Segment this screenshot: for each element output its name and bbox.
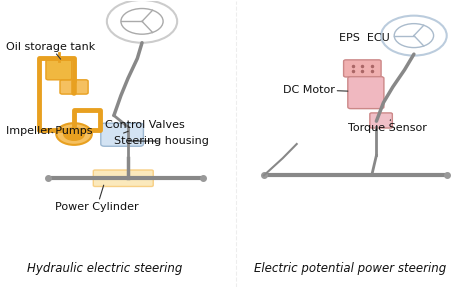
FancyBboxPatch shape (344, 60, 381, 77)
FancyBboxPatch shape (46, 60, 72, 80)
FancyBboxPatch shape (348, 77, 384, 109)
Circle shape (56, 123, 92, 145)
Text: Torque Sensor: Torque Sensor (348, 120, 427, 133)
FancyBboxPatch shape (60, 80, 88, 94)
Text: EPS  ECU: EPS ECU (339, 33, 390, 43)
Text: Hydraulic electric steering: Hydraulic electric steering (27, 262, 182, 275)
Text: Steering housing: Steering housing (114, 136, 209, 146)
Text: Oil storage tank: Oil storage tank (6, 42, 95, 59)
FancyBboxPatch shape (93, 170, 153, 187)
Text: Impeller Pumps: Impeller Pumps (6, 126, 92, 136)
FancyBboxPatch shape (370, 113, 392, 128)
Text: Control Valves: Control Valves (105, 120, 184, 133)
Text: Electric potential power steering: Electric potential power steering (255, 262, 447, 275)
FancyBboxPatch shape (101, 123, 144, 146)
Circle shape (64, 128, 84, 140)
Text: DC Motor: DC Motor (283, 85, 348, 95)
Text: Power Cylinder: Power Cylinder (55, 185, 139, 212)
